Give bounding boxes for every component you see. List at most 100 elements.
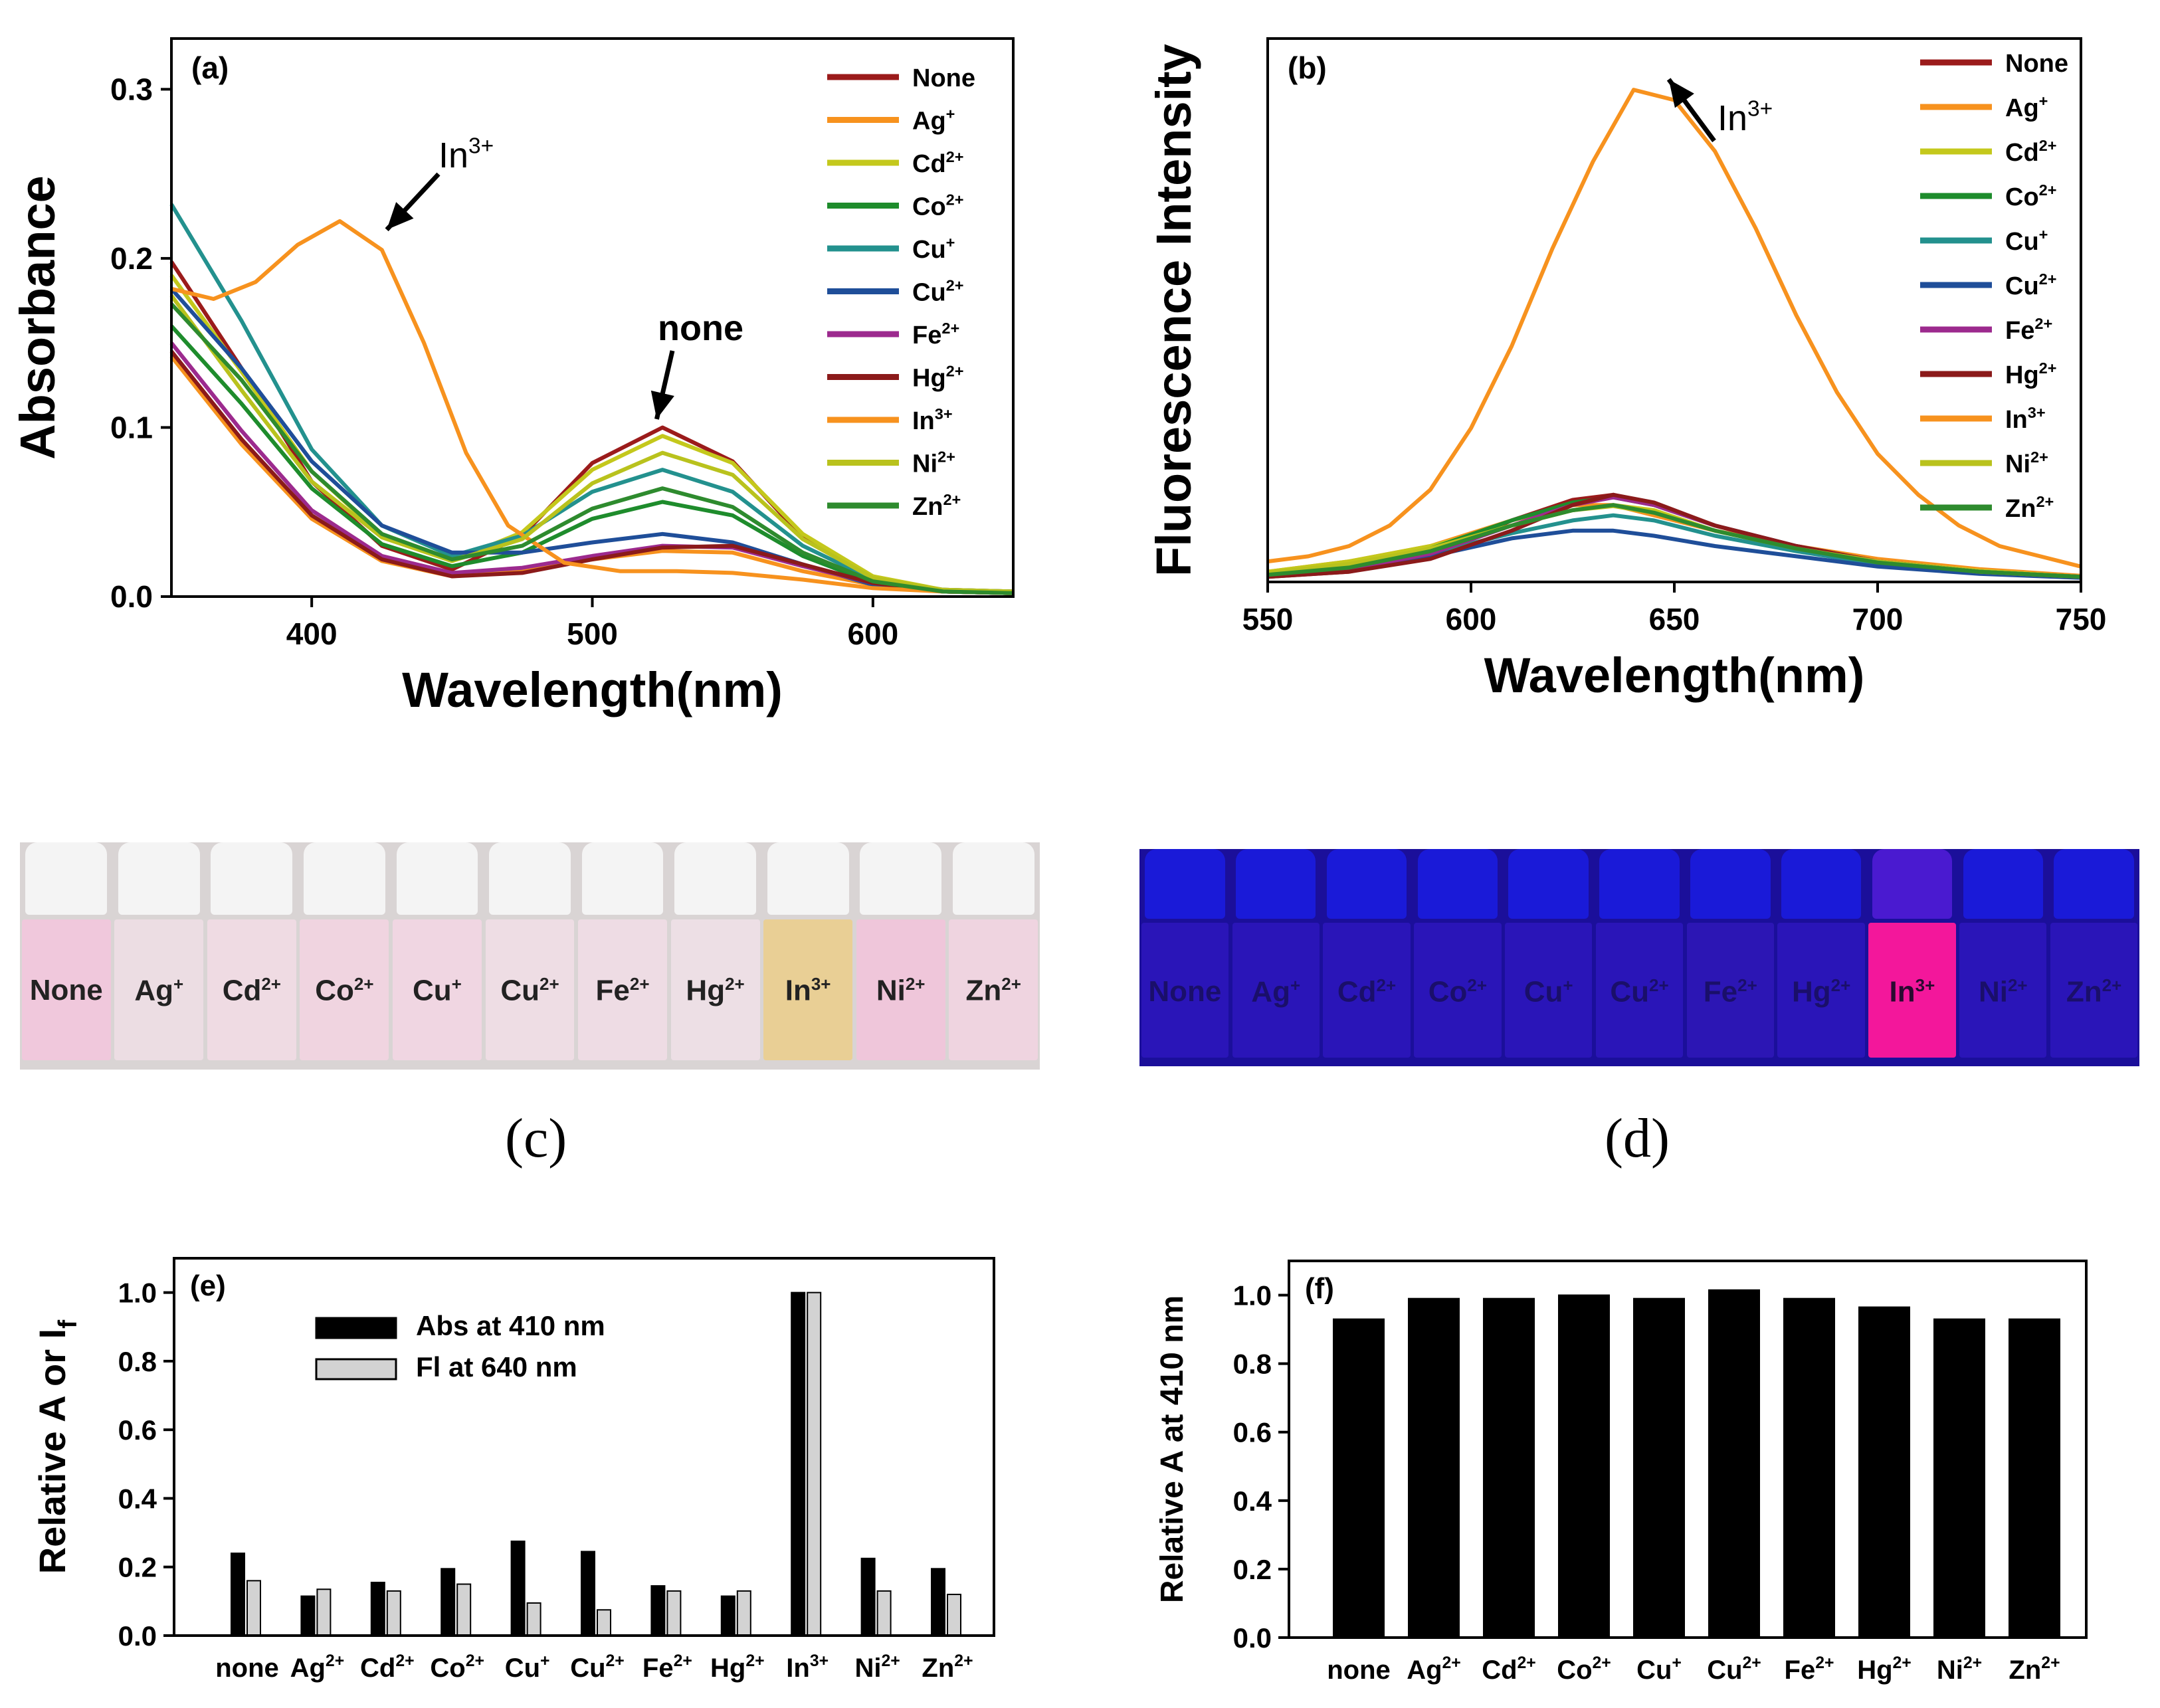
y-tick-label: 0.6 (118, 1414, 157, 1446)
vial-cap (489, 842, 571, 915)
vial-label: Ni2+ (1978, 975, 2028, 1008)
bar-2-ni-10 (876, 1590, 892, 1637)
x-category-label: Cu2+ (570, 1652, 625, 1683)
bar-1-co-4 (1558, 1294, 1610, 1638)
series-line-10 (169, 294, 1014, 594)
x-tick-label: 650 (1649, 602, 1700, 636)
vial-label: Ag+ (134, 974, 184, 1008)
vial-label: Fe2+ (1703, 975, 1757, 1008)
annotation-arrowhead (650, 390, 674, 419)
vial-liquid (856, 919, 945, 1061)
panel-label: (a) (191, 50, 229, 85)
y-tick-label: 0.1 (110, 410, 153, 444)
x-axis-label: Wavelength(nm) (402, 662, 783, 717)
y-tick-label: 0.2 (118, 1552, 157, 1583)
x-category-label: Hg2+ (710, 1652, 765, 1683)
bar-2-ag-2 (316, 1588, 332, 1637)
chart-panel-f: none Ag2+ Cd2+ Co2+ Cu+ Cu2+ Fe2+ Hg2+ Ni2+ Zn2+ 0… (1155, 1260, 2088, 1685)
vial-cap (1236, 849, 1316, 919)
vial-liquid (578, 919, 668, 1061)
vial-liquid (21, 919, 111, 1061)
legend-entry: Co2+ (2005, 181, 2057, 211)
vial-label: In3+ (785, 974, 831, 1008)
vial-in-3plus: In3+ (761, 842, 854, 1070)
vial-ag-plus: Ag+ (113, 842, 206, 1070)
vial-cap (1599, 849, 1680, 919)
legend-entry: Co2+ (912, 191, 964, 221)
legend-entry: Hg2+ (2005, 359, 2057, 389)
vial-cu-plus: Cu+ (1503, 849, 1594, 1066)
chart-panel-e: none Ag2+ Cd2+ Co2+ Cu+ Cu2+ Fe2+ Hg2+ In3+ Ni2+ Z… (31, 1257, 995, 1683)
vial-cap (860, 842, 942, 915)
legend-entry: Abs at 410 nm (416, 1310, 605, 1341)
vial-liquid (1323, 923, 1411, 1058)
bar-1-cd-3 (370, 1581, 385, 1636)
panel-label: (b) (1288, 50, 1327, 85)
series-line-9 (171, 219, 1014, 595)
bar-2-in-9 (807, 1291, 822, 1636)
x-category-label: In3+ (786, 1652, 829, 1683)
vial-cd-2plus: Cd2+ (205, 842, 298, 1070)
vial-ni-2plus: Ni2+ (854, 842, 947, 1070)
x-category-label: Zn2+ (2009, 1654, 2060, 1685)
legend-entry: Zn2+ (912, 491, 961, 521)
vial-zn-2plus: Zn2+ (2048, 849, 2139, 1066)
caption-c: (c) (505, 1107, 567, 1169)
vial-in-3plus: In3+ (1867, 849, 1958, 1066)
x-tick-label: 600 (847, 617, 898, 651)
legend-entry: In3+ (2005, 404, 2046, 434)
legend-entry: Cd2+ (2005, 137, 2057, 167)
panel-label: (f) (1305, 1272, 1334, 1305)
legend-entry: Cu2+ (912, 276, 964, 306)
vial-cap (1145, 849, 1225, 919)
vial-liquid (1595, 923, 1684, 1058)
legend-entry: Cu+ (2005, 226, 2048, 256)
vial-liquid (207, 919, 296, 1061)
vial-cd-2plus: Cd2+ (1322, 849, 1413, 1066)
vial-cap (1326, 849, 1407, 919)
vial-liquid (1232, 923, 1320, 1058)
legend-entry: In3+ (912, 405, 953, 435)
x-category-label: Fe2+ (1785, 1654, 1834, 1685)
bar-1-cd-3 (1483, 1297, 1535, 1638)
vial-hg-2plus: Hg2+ (669, 842, 762, 1070)
vial-cap (1872, 849, 1953, 919)
bar-1-none-1 (1333, 1318, 1385, 1639)
x-tick-label: 600 (1446, 602, 1497, 636)
vial-cap (952, 842, 1034, 915)
vial-liquid (1505, 923, 1593, 1058)
bar-1-ni-10 (860, 1557, 876, 1636)
x-category-label: Ni2+ (854, 1652, 900, 1683)
bar-1-none-1 (231, 1553, 245, 1637)
vial-label: Cd2+ (222, 974, 281, 1008)
vial-cap (674, 842, 756, 915)
vial-liquid (1868, 923, 1956, 1058)
vial-label: In3+ (1889, 975, 1935, 1008)
legend-entry: Hg2+ (912, 362, 964, 392)
series-line-6 (1267, 528, 2082, 580)
vial-cap (1417, 849, 1498, 919)
y-tick-label: 0.3 (110, 72, 153, 106)
panel-label: (e) (190, 1270, 226, 1302)
bar-1-ag-2 (1408, 1297, 1460, 1638)
vial-cap (1781, 849, 1862, 919)
bar-2-cu-5 (526, 1602, 541, 1637)
vial-liquid (1414, 923, 1502, 1058)
y-axis-label: Relative A or If (31, 1319, 82, 1574)
vial-liquid (949, 919, 1038, 1061)
vial-fe-2plus: Fe2+ (576, 842, 669, 1070)
vial-label: Hg2+ (686, 974, 745, 1008)
legend-entry: Fe2+ (912, 320, 959, 349)
annotation-arrowhead (387, 202, 414, 230)
vial-label: Hg2+ (1791, 975, 1851, 1008)
plot-frame (1288, 1260, 2088, 1639)
photo-c-vials-daylight: None Ag+ Cd2+ Co2+ Cu+ Cu2+ Fe2+ Hg2+ In3+ Ni2+ Zn… (20, 842, 1040, 1070)
y-tick-label: 0.0 (1233, 1622, 1272, 1654)
vial-cap (118, 842, 200, 915)
vial-ni-2plus: Ni2+ (1957, 849, 2048, 1066)
vial-label: Cu+ (413, 974, 462, 1008)
legend-entry: Ni2+ (912, 448, 955, 478)
x-category-label: none (1327, 1656, 1391, 1685)
bar-1-in-9 (791, 1291, 806, 1636)
legend-swatch (315, 1358, 397, 1380)
